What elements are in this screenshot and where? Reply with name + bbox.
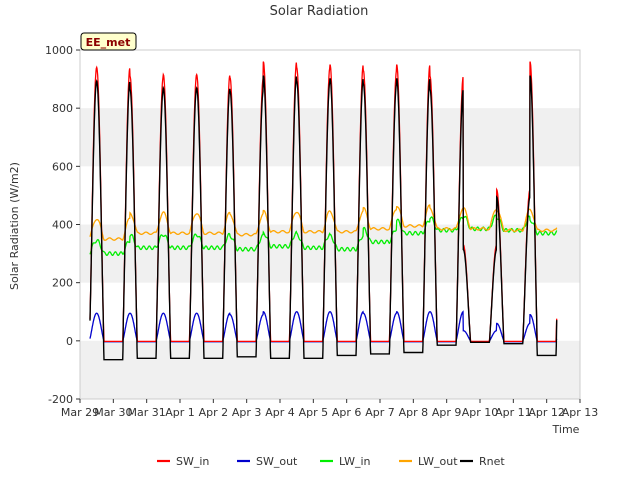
x-tick-label: Apr 10 bbox=[462, 406, 499, 419]
y-tick-label: 600 bbox=[52, 160, 73, 173]
x-tick-label: Apr 6 bbox=[332, 406, 362, 419]
x-tick-label: Apr 12 bbox=[528, 406, 565, 419]
chart-title: Solar Radiation bbox=[270, 4, 369, 19]
grid-band bbox=[80, 108, 580, 167]
legend: SW_in SW_out LW_in LW_out Rnet bbox=[157, 455, 505, 468]
annotation-label: EE_met bbox=[86, 36, 131, 49]
legend-item-sw-in: SW_in bbox=[157, 455, 209, 468]
legend-label: Rnet bbox=[479, 455, 505, 468]
legend-label: LW_out bbox=[418, 455, 458, 468]
grid-band bbox=[80, 340, 580, 399]
series-layer bbox=[89, 61, 558, 361]
x-tick-label: Apr 7 bbox=[365, 406, 395, 419]
x-tick-label: Mar 31 bbox=[128, 406, 166, 419]
x-tick-label: Apr 9 bbox=[432, 406, 462, 419]
x-tick-label: Apr 11 bbox=[495, 406, 532, 419]
x-tick-label: Apr 2 bbox=[199, 406, 229, 419]
series-line-rnet bbox=[89, 75, 558, 361]
y-tick-label: 800 bbox=[52, 102, 73, 115]
x-tick-label: Apr 8 bbox=[399, 406, 429, 419]
y-tick-label: 1000 bbox=[45, 44, 73, 57]
plot-background-bands bbox=[80, 108, 580, 399]
x-tick-label: Apr 13 bbox=[562, 406, 599, 419]
legend-item-lw-in: LW_in bbox=[320, 455, 371, 468]
x-tick-label: Apr 5 bbox=[299, 406, 329, 419]
legend-item-sw-out: SW_out bbox=[237, 455, 298, 468]
legend-item-lw-out: LW_out bbox=[399, 455, 458, 468]
legend-item-rnet: Rnet bbox=[460, 455, 505, 468]
x-tick-label: Mar 29 bbox=[61, 406, 99, 419]
legend-label: SW_out bbox=[256, 455, 298, 468]
y-tick-label: -200 bbox=[48, 393, 73, 406]
legend-label: LW_in bbox=[339, 455, 371, 468]
x-tick-label: Apr 3 bbox=[232, 406, 262, 419]
x-tick-label: Apr 1 bbox=[165, 406, 195, 419]
x-axis-label: Time bbox=[552, 423, 580, 436]
y-tick-label: 200 bbox=[52, 277, 73, 290]
y-tick-label: 0 bbox=[66, 335, 73, 348]
legend-label: SW_in bbox=[176, 455, 209, 468]
annotation-badge: EE_met bbox=[80, 32, 137, 51]
x-tick-label: Apr 4 bbox=[265, 406, 295, 419]
y-axis-label: Solar Radiation (W/m2) bbox=[8, 162, 21, 290]
x-tick-label: Mar 30 bbox=[94, 406, 132, 419]
y-tick-label: 400 bbox=[52, 219, 73, 232]
